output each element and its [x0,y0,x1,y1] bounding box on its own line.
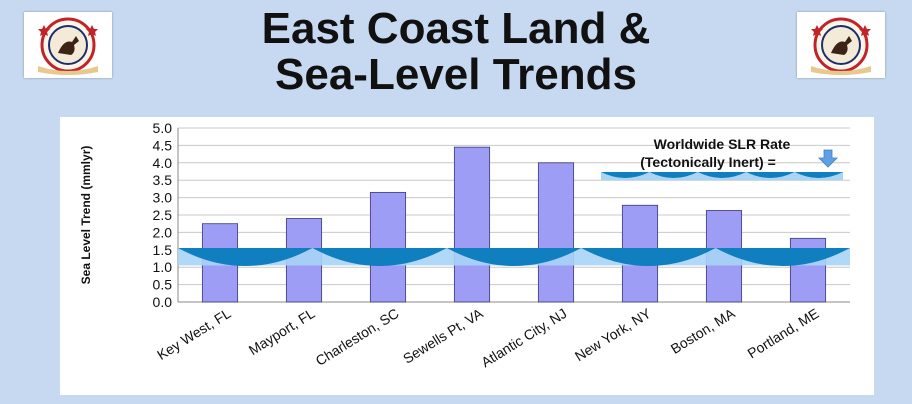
bar [789,237,827,303]
x-tick-label: Atlantic City, NJ [478,305,569,370]
sea-level-waves [178,248,850,267]
bar [537,162,575,303]
bar [453,146,491,303]
slide-title-line-2: Sea-Level Trends [275,50,637,99]
x-tick-label: Sewells Pt, VA [400,305,486,367]
y-tick-label: 2.0 [153,224,173,240]
y-tick-label: 3.0 [153,190,173,206]
y-tick-label: 0.0 [153,294,173,310]
x-tick-label: Mayport, FL [246,305,318,358]
x-tick-label: Key West, FL [154,305,234,363]
slr-mini-waves [601,172,843,178]
y-tick-label: 5.0 [153,120,173,136]
x-tick-label: Boston, MA [668,305,738,357]
down-arrow-icon [818,149,838,168]
x-tick-label: Portland, ME [744,305,821,361]
slide-title-line-1: East Coast Land & [261,4,651,53]
bar [369,191,407,303]
y-tick-label: 1.0 [153,259,173,275]
chart-panel: 0.0 0.5 1.0 1.5 2.0 2.5 3.0 3.5 4.0 4.5 5.0 Sea Lev… [60,117,874,395]
slide-title: East Coast Land & Sea-Level Trends [130,6,782,98]
x-tick-label: Charleston, SC [313,305,402,369]
y-tick-label: 4.5 [153,137,173,153]
slr-rate-label-line-2: (Tectonically Inert) = [640,154,776,170]
y-axis-label: Sea Level Trend (mmlyr) [79,146,93,285]
y-tick-label: 2.5 [153,207,173,223]
y-tick-label: 0.5 [153,277,173,293]
slr-rate-label-line-1: Worldwide SLR Rate [654,136,791,152]
sea-level-trend-chart: 0.00.5 1.01.5 2.02.53.0 3.54.0 4.55.0 Sea Lev… [79,120,850,370]
y-tick-label: 4.0 [153,155,173,171]
tea-party-logo-icon [797,12,885,78]
x-tick-label: New York, NY [572,305,654,365]
tea-party-logo-icon [24,12,112,78]
y-tick-label: 3.5 [153,172,173,188]
y-tick-label: 1.5 [153,242,173,258]
